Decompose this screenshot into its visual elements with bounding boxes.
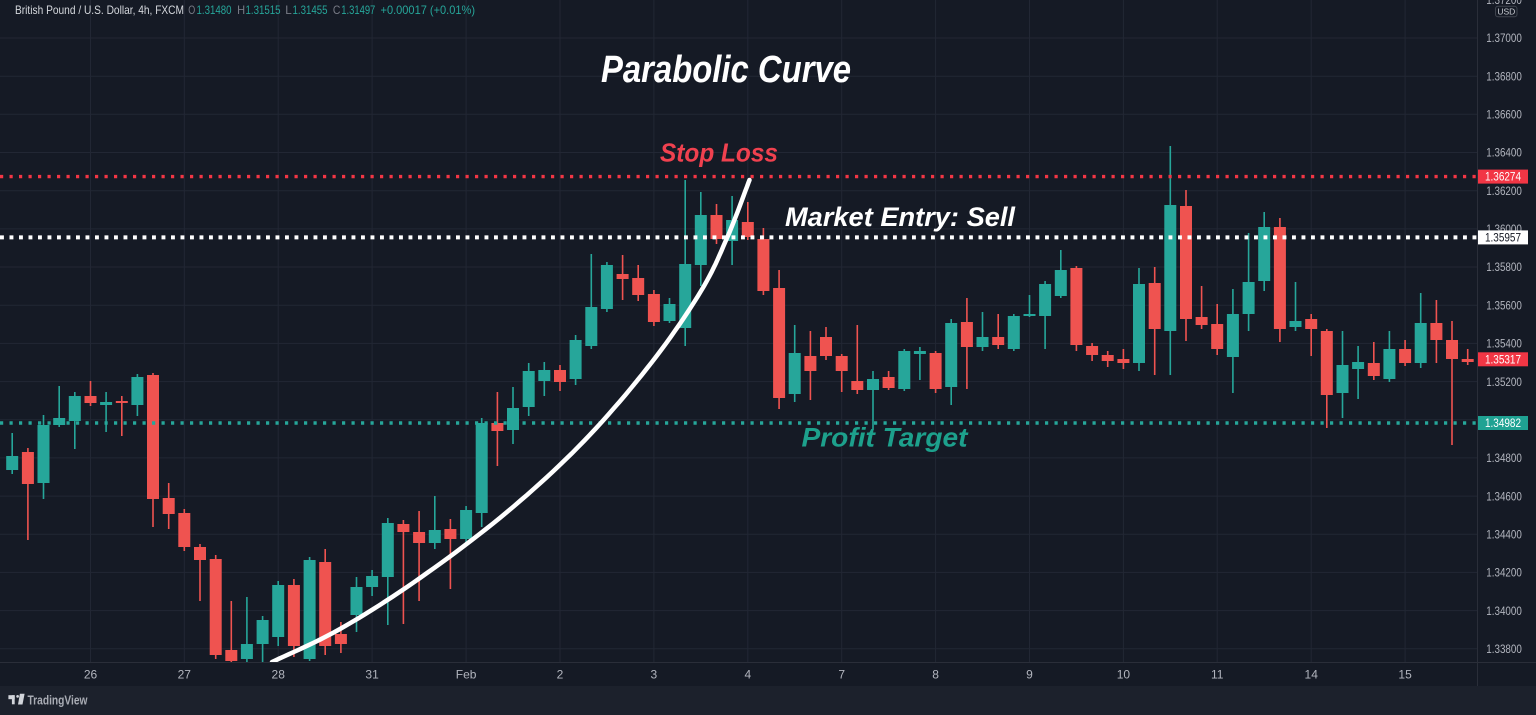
svg-text:2: 2: [557, 668, 564, 682]
svg-text:11: 11: [1211, 668, 1224, 682]
svg-text:14: 14: [1305, 668, 1319, 682]
svg-text:H: H: [237, 3, 245, 17]
svg-text:27: 27: [178, 668, 192, 682]
svg-text:4: 4: [744, 668, 751, 682]
svg-text:1.34200: 1.34200: [1486, 566, 1522, 580]
svg-text:28: 28: [272, 668, 286, 682]
svg-text:9: 9: [1026, 668, 1033, 682]
svg-text:1.36274: 1.36274: [1485, 172, 1522, 184]
svg-text:Profit Target: Profit Target: [802, 423, 969, 453]
svg-text:TradingView: TradingView: [28, 694, 88, 708]
svg-text:1.31480: 1.31480: [197, 3, 232, 17]
svg-text:1.34800: 1.34800: [1486, 451, 1522, 465]
svg-text:1.31455: 1.31455: [293, 3, 328, 17]
svg-text:O: O: [188, 3, 195, 17]
svg-text:1.35600: 1.35600: [1486, 298, 1522, 312]
svg-text:C: C: [333, 3, 341, 17]
svg-text:10: 10: [1117, 668, 1131, 682]
svg-text:1.35200: 1.35200: [1486, 375, 1522, 389]
svg-text:1.35317: 1.35317: [1485, 354, 1521, 366]
svg-text:1.35957: 1.35957: [1485, 232, 1521, 244]
svg-text:7: 7: [838, 668, 845, 682]
svg-text:31: 31: [365, 668, 379, 682]
svg-text:1.34982: 1.34982: [1485, 418, 1521, 430]
svg-text:1.34000: 1.34000: [1486, 604, 1522, 618]
svg-text:1.35800: 1.35800: [1486, 260, 1522, 274]
svg-text:Market Entry: Sell: Market Entry: Sell: [785, 202, 1016, 232]
svg-text:1.36400: 1.36400: [1486, 146, 1522, 160]
svg-text:1.35400: 1.35400: [1486, 337, 1522, 351]
svg-text:1.33800: 1.33800: [1486, 642, 1522, 656]
svg-text:British Pound / U.S. Dollar, 4: British Pound / U.S. Dollar, 4h, FXCM: [15, 3, 184, 17]
svg-text:8: 8: [932, 668, 939, 682]
svg-text:1.36200: 1.36200: [1486, 184, 1522, 198]
svg-text:USD: USD: [1497, 6, 1515, 16]
svg-text:Feb: Feb: [456, 668, 477, 682]
svg-text:15: 15: [1398, 668, 1412, 682]
svg-text:1.37200: 1.37200: [1486, 0, 1522, 7]
svg-text:1.36800: 1.36800: [1486, 69, 1522, 83]
svg-text:1.31515: 1.31515: [246, 3, 281, 17]
svg-text:+0.00017 (+0.01%): +0.00017 (+0.01%): [381, 3, 476, 17]
svg-text:Parabolic Curve: Parabolic Curve: [601, 49, 851, 91]
svg-text:3: 3: [651, 668, 658, 682]
svg-text:L: L: [285, 3, 292, 17]
svg-text:1.36600: 1.36600: [1486, 108, 1522, 122]
svg-text:1.31497: 1.31497: [341, 3, 375, 17]
svg-text:1.34600: 1.34600: [1486, 489, 1522, 503]
svg-text:Stop Loss: Stop Loss: [660, 138, 778, 168]
svg-text:26: 26: [84, 668, 98, 682]
svg-text:1.34400: 1.34400: [1486, 527, 1522, 541]
svg-text:1.37000: 1.37000: [1486, 31, 1522, 45]
